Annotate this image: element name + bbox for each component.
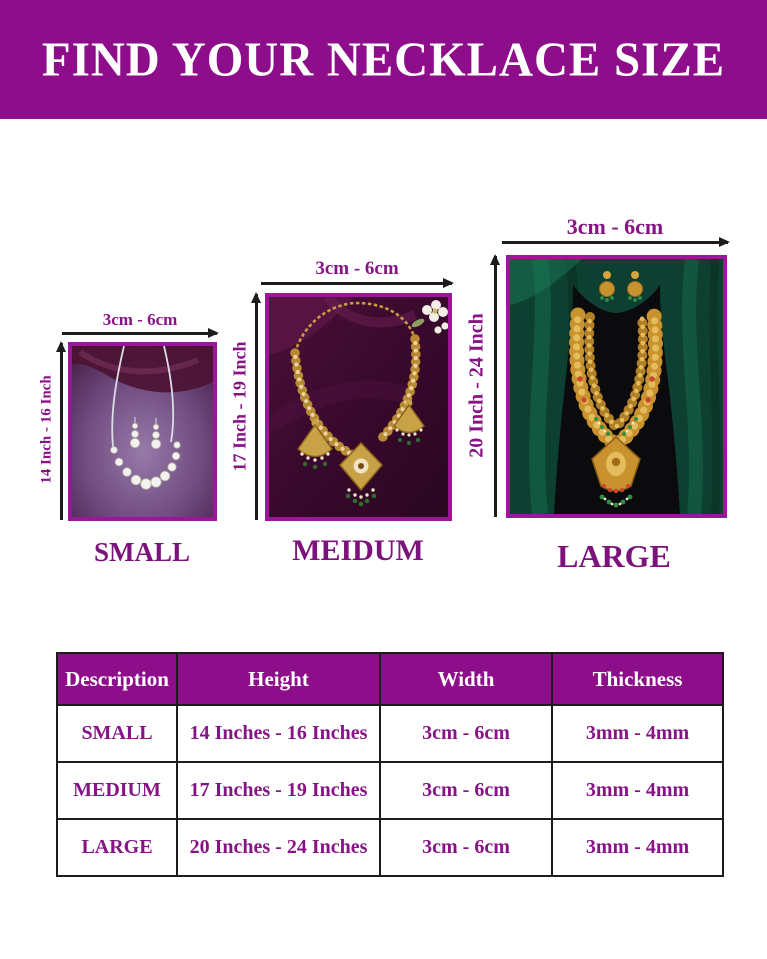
small-necklace-image xyxy=(68,342,217,521)
cell-height: 17 Inches - 19 Inches xyxy=(176,761,381,820)
small-width-label: 3cm - 6cm xyxy=(102,310,178,329)
large-height-label: 20 Inch - 24 Inch xyxy=(465,313,488,458)
page-title: FIND YOUR NECKLACE SIZE xyxy=(41,32,726,87)
table-row-medium: MEDIUM 17 Inches - 19 Inches 3cm - 6cm 3… xyxy=(56,761,724,820)
table-row-small: SMALL 14 Inches - 16 Inches 3cm - 6cm 3m… xyxy=(56,704,724,763)
small-height-label: 14 Inch - 16 Inch xyxy=(38,375,55,484)
medium-necklace-illustration xyxy=(269,297,448,517)
small-height-arrow-icon xyxy=(56,341,66,520)
size-table: Description Height Width Thickness SMALL… xyxy=(56,652,724,877)
large-necklace-illustration xyxy=(510,259,723,514)
medium-necklace-image xyxy=(265,293,452,521)
medium-width-arrow-icon xyxy=(261,278,454,288)
col-header-thickness: Thickness xyxy=(551,652,724,706)
col-header-description: Description xyxy=(56,652,178,706)
cell-thickness: 3mm - 4mm xyxy=(551,818,724,877)
medium-height-arrow-icon xyxy=(251,292,261,520)
header-banner: FIND YOUR NECKLACE SIZE xyxy=(0,0,767,119)
large-necklace-image xyxy=(506,255,727,518)
cell-height: 20 Inches - 24 Inches xyxy=(176,818,381,877)
large-width-label: 3cm - 6cm xyxy=(566,214,664,239)
cell-description: LARGE xyxy=(56,818,178,877)
col-header-height: Height xyxy=(176,652,381,706)
cell-width: 3cm - 6cm xyxy=(379,704,553,763)
col-header-width: Width xyxy=(379,652,553,706)
large-height-arrow-icon xyxy=(490,254,500,517)
cell-width: 3cm - 6cm xyxy=(379,818,553,877)
medium-width-label: 3cm - 6cm xyxy=(315,258,399,279)
small-size-name: SMALL xyxy=(93,537,191,567)
cell-width: 3cm - 6cm xyxy=(379,761,553,820)
small-width-arrow-icon xyxy=(62,328,219,338)
cell-thickness: 3mm - 4mm xyxy=(551,704,724,763)
cell-description: SMALL xyxy=(56,704,178,763)
medium-height-label: 17 Inch - 19 Inch xyxy=(229,341,250,472)
large-width-arrow-icon xyxy=(502,237,730,247)
cell-description: MEDIUM xyxy=(56,761,178,820)
cell-thickness: 3mm - 4mm xyxy=(551,761,724,820)
large-size-name: LARGE xyxy=(557,538,671,574)
medium-size-name: MEIDUM xyxy=(292,534,424,567)
small-necklace-illustration xyxy=(72,346,213,517)
cell-height: 14 Inches - 16 Inches xyxy=(176,704,381,763)
table-header-row: Description Height Width Thickness xyxy=(56,652,724,706)
table-row-large: LARGE 20 Inches - 24 Inches 3cm - 6cm 3m… xyxy=(56,818,724,877)
